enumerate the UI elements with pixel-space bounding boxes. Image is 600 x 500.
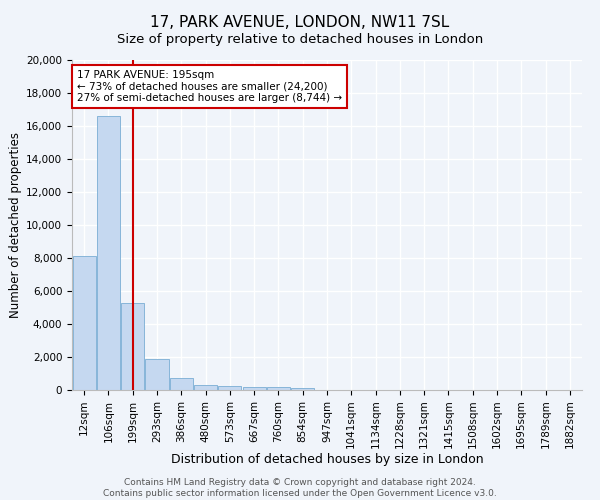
Text: Size of property relative to detached houses in London: Size of property relative to detached ho… bbox=[117, 32, 483, 46]
Text: 17, PARK AVENUE, LONDON, NW11 7SL: 17, PARK AVENUE, LONDON, NW11 7SL bbox=[151, 15, 449, 30]
X-axis label: Distribution of detached houses by size in London: Distribution of detached houses by size … bbox=[170, 452, 484, 466]
Bar bbox=[194, 384, 217, 390]
Bar bbox=[291, 388, 314, 390]
Bar bbox=[145, 360, 169, 390]
Bar bbox=[242, 387, 266, 390]
Bar bbox=[170, 378, 193, 390]
Bar bbox=[73, 256, 95, 390]
Bar bbox=[218, 386, 241, 390]
Bar bbox=[267, 387, 290, 390]
Text: Contains HM Land Registry data © Crown copyright and database right 2024.
Contai: Contains HM Land Registry data © Crown c… bbox=[103, 478, 497, 498]
Bar bbox=[121, 302, 144, 390]
Text: 17 PARK AVENUE: 195sqm
← 73% of detached houses are smaller (24,200)
27% of semi: 17 PARK AVENUE: 195sqm ← 73% of detached… bbox=[77, 70, 342, 103]
Bar bbox=[97, 116, 120, 390]
Y-axis label: Number of detached properties: Number of detached properties bbox=[9, 132, 22, 318]
